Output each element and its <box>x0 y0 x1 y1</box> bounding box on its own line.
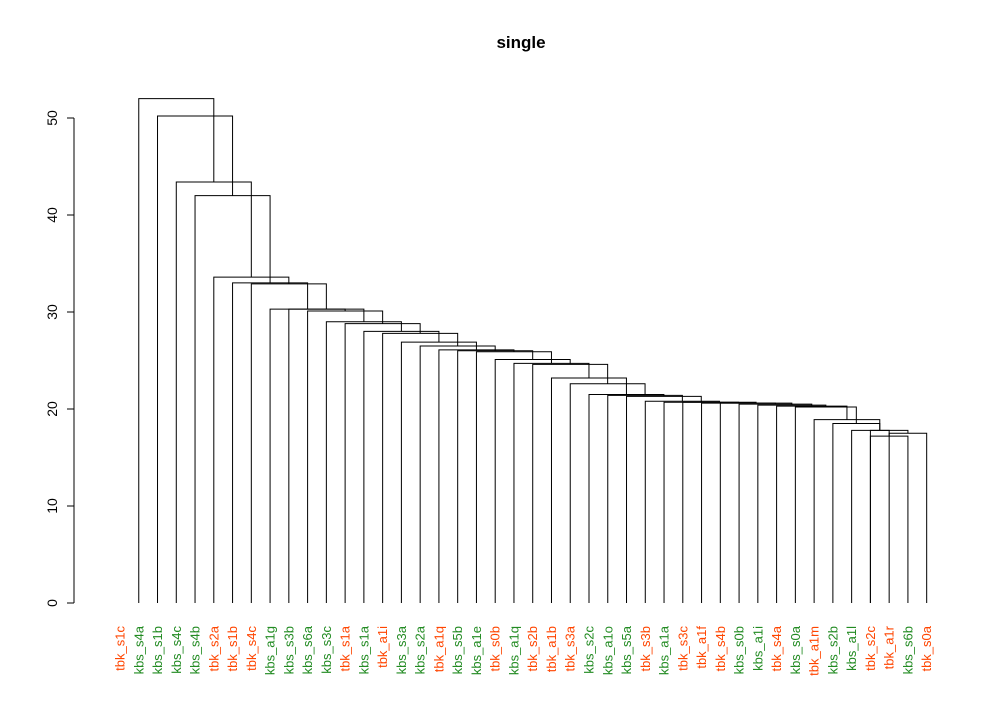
leaf-label: tbk_s3b <box>638 626 653 672</box>
leaf-label: tbk_s2a <box>206 625 221 671</box>
leaf-label: tbk_s2c <box>863 626 878 671</box>
dendrogram-link <box>851 429 909 603</box>
leaf-label: kbs_s0a <box>788 625 803 674</box>
y-tick-label: 50 <box>44 110 60 126</box>
leaf-label: tbk_a1b <box>544 626 559 672</box>
leaf-label: kbs_a1a <box>657 625 672 675</box>
leaf-label: tbk_a1q <box>431 626 446 672</box>
y-tick-label: 40 <box>44 207 60 223</box>
dendrogram-link <box>682 401 757 603</box>
leaf-label: kbs_s1b <box>150 626 165 674</box>
dendrogram-link <box>869 429 890 603</box>
leaf-label: kbs_a1e <box>469 626 484 675</box>
y-tick-label: 10 <box>44 498 60 514</box>
leaf-label: tbk_s4a <box>769 625 784 671</box>
leaf-label: tbk_s3a <box>563 625 578 671</box>
dendrogram-link <box>776 405 848 603</box>
leaf-labels: tbk_s1c kbs_s4a kbs_s1b kbs_s4c kbs_s4b tbk_s… <box>113 625 935 676</box>
dendrogram-link <box>832 423 881 603</box>
leaf-label: tbk_s3c <box>675 626 690 671</box>
chart-title: single <box>496 33 545 52</box>
leaf-label: kbs_s1a <box>356 625 371 674</box>
leaf-label: kbs_a1l <box>844 626 859 671</box>
leaf-label: tbk_s4c <box>244 626 259 671</box>
dendrogram-link <box>794 406 857 603</box>
y-tick-label: 20 <box>44 401 60 417</box>
leaf-label: tbk_s1c <box>113 626 128 671</box>
y-tick-label: 30 <box>44 304 60 320</box>
leaf-label: tbk_s0b <box>488 626 503 672</box>
dendrogram-link <box>757 404 827 603</box>
leaf-label: tbk_a1f <box>694 626 709 669</box>
dendrogram-link <box>138 98 215 603</box>
leaf-label: tbk_s1b <box>225 626 240 672</box>
leaf-label: kbs_s3c <box>319 626 334 674</box>
leaf-label: kbs_s5a <box>619 625 634 674</box>
leaf-label: kbs_s6a <box>300 625 315 674</box>
leaf-label: kbs_a1q <box>506 626 521 675</box>
leaf-label: tbk_s1a <box>338 625 353 671</box>
dendrogram-link <box>701 402 776 603</box>
leaf-label: kbs_s4b <box>188 626 203 674</box>
leaf-label: kbs_s2b <box>825 626 840 674</box>
leaf-label: kbs_a1i <box>750 626 765 671</box>
leaf-label: tbk_s2b <box>525 626 540 672</box>
leaf-label: kbs_s3b <box>281 626 296 674</box>
y-axis: 0 10 20 30 40 50 <box>44 110 75 607</box>
leaf-label: kbs_s5b <box>450 626 465 674</box>
dendrogram-link <box>719 402 793 603</box>
leaf-label: kbs_s4c <box>169 626 184 674</box>
leaf-label: kbs_s2a <box>413 625 428 674</box>
leaf-label: tbk_a1r <box>882 625 897 669</box>
leaf-label: kbs_s3a <box>394 625 409 674</box>
leaf-label: kbs_s6b <box>900 626 915 674</box>
leaf-label: kbs_a1o <box>600 626 615 675</box>
leaf-label: tbk_s0a <box>919 625 934 671</box>
leaf-label: tbk_a1m <box>807 626 822 676</box>
dendrogram-link <box>157 115 234 603</box>
leaf-label: tbk_s4b <box>713 626 728 672</box>
y-tick-label: 0 <box>44 599 60 607</box>
leaf-label: kbs_s0b <box>732 626 747 674</box>
leaf-label: kbs_s4a <box>131 625 146 674</box>
dendrogram-links <box>138 98 928 603</box>
dendrogram-link <box>738 403 813 603</box>
leaf-label: kbs_a1g <box>263 626 278 675</box>
leaf-label: tbk_a1i <box>375 626 390 668</box>
leaf-label: kbs_s2c <box>582 626 597 674</box>
